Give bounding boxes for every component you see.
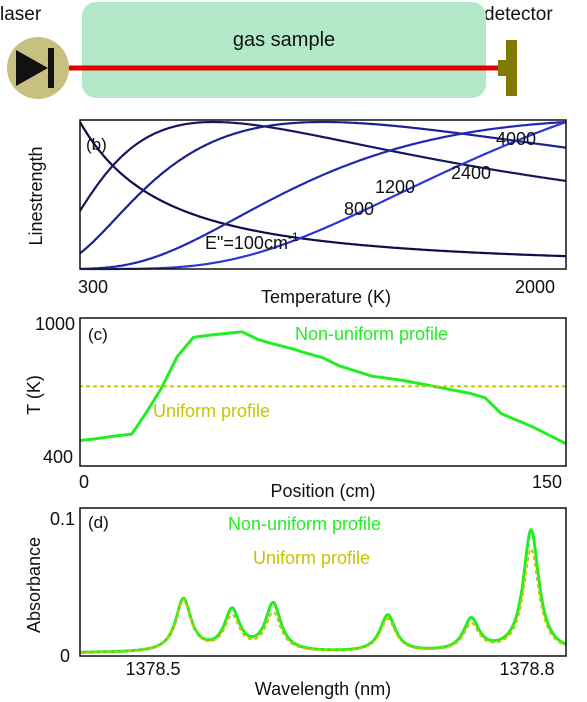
linestrength-curve-2400 xyxy=(79,120,567,270)
panel-c-xtick-0: 0 xyxy=(79,472,89,492)
panel-c-ytick-1000: 1000 xyxy=(35,314,75,334)
panel-b-tag: (b) xyxy=(86,135,107,154)
panel-c-curves xyxy=(78,330,568,446)
label-800: 800 xyxy=(344,199,374,219)
detector-mount xyxy=(498,60,506,76)
laser-label: laser xyxy=(0,4,42,25)
panel-d: (d) Non-uniform profile Uniform profile … xyxy=(24,507,568,699)
laser-diode-icon xyxy=(16,50,48,86)
label-1200: 1200 xyxy=(375,177,415,197)
panel-b-xlabel: Temperature (K) xyxy=(261,287,391,307)
panel-c-xtick-150: 150 xyxy=(532,472,562,492)
panel-b-xtick-300: 300 xyxy=(78,277,108,297)
panel-c-tag: (c) xyxy=(88,325,108,344)
uniform-label-c: Uniform profile xyxy=(153,401,270,421)
panel-d-ytick-0: 0 xyxy=(60,646,70,666)
panel-c-ytick-400: 400 xyxy=(43,447,73,467)
uniform-label-d: Uniform profile xyxy=(253,548,370,568)
gas-sample-label: gas sample xyxy=(233,29,335,51)
panel-b-frame xyxy=(79,119,567,270)
gas-sample-cell xyxy=(82,2,486,98)
nonuniform-label-d: Non-uniform profile xyxy=(228,514,381,534)
panel-b: (b) 4000 2400 1200 800 E"=100cm-1 Linest… xyxy=(26,119,567,307)
linestrength-curve-1200 xyxy=(79,120,567,255)
panel-c-frame xyxy=(79,317,567,467)
label-4000: 4000 xyxy=(496,129,536,149)
linestrength-curve-4000 xyxy=(80,120,567,271)
label-100-text: E"=100cm xyxy=(205,233,288,253)
detector-label: detector xyxy=(484,4,553,25)
label-2400: 2400 xyxy=(451,163,491,183)
panel-c-ylabel: T (K) xyxy=(24,375,44,415)
label-100: E"=100cm-1 xyxy=(205,230,299,253)
panel-d-xtick-13788: 1378.8 xyxy=(499,659,554,679)
nonuniform-label-c: Non-uniform profile xyxy=(295,324,448,344)
panel-c: (c) Non-uniform profile Uniform profile … xyxy=(24,314,568,501)
panel-d-curves xyxy=(78,528,568,654)
linestrength-curve-800 xyxy=(79,120,567,212)
panel-d-ytick-01: 0.1 xyxy=(50,509,75,529)
detector-icon xyxy=(506,40,517,96)
panel-b-xtick-2000: 2000 xyxy=(515,277,555,297)
nonuniform-profile-line xyxy=(79,330,567,446)
nonuniform-absorbance-line xyxy=(79,528,567,654)
panel-b-ylabel: Linestrength xyxy=(26,146,46,245)
panel-d-tag: (d) xyxy=(88,513,109,532)
panel-d-ylabel: Absorbance xyxy=(24,537,44,633)
panel-d-xlabel: Wavelength (nm) xyxy=(255,679,391,699)
laser-diode-bar xyxy=(48,48,54,88)
label-100-superscript: -1 xyxy=(288,230,299,244)
linestrength-curve-100 xyxy=(79,121,567,258)
panel-b-curves xyxy=(79,120,567,271)
panel-d-frame xyxy=(79,507,567,657)
setup-schematic: laser detector gas sample xyxy=(0,2,553,99)
panel-c-xlabel: Position (cm) xyxy=(270,481,375,501)
panel-d-xtick-13785: 1378.5 xyxy=(125,659,180,679)
uniform-absorbance-line xyxy=(78,547,568,654)
